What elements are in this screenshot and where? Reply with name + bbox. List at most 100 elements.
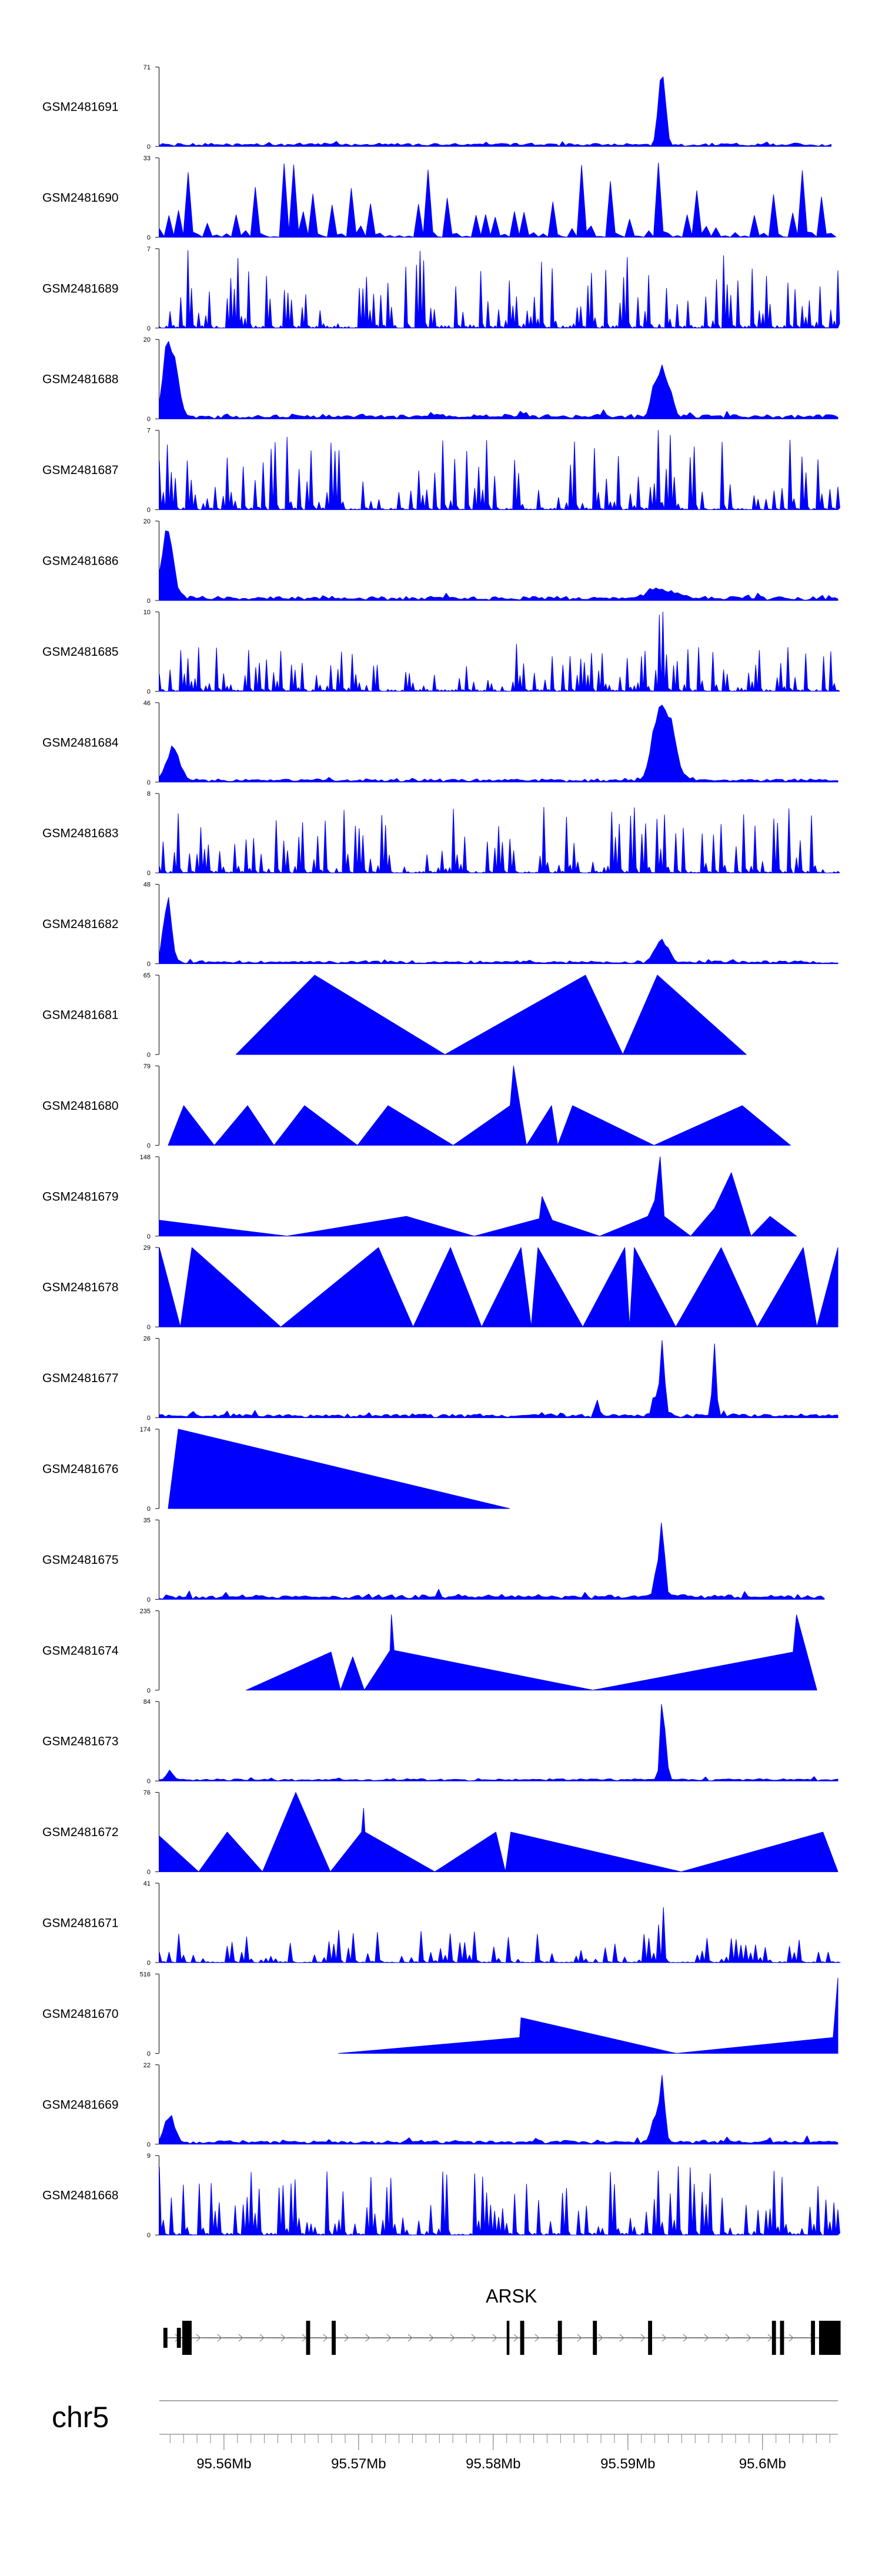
signal-area (159, 1792, 838, 1873)
exon (163, 2328, 168, 2348)
exon (176, 2328, 181, 2348)
strand-arrow (534, 2334, 540, 2342)
track-GSM2481686: GSM2481686 20 0 (42, 518, 838, 605)
strand-arrow (577, 2334, 582, 2342)
y-min-label: 0 (147, 1596, 151, 1603)
track-label: GSM2481680 (42, 1099, 119, 1113)
track-GSM2481670: GSM2481670 516 0 (42, 1971, 838, 2057)
y-min-label: 0 (147, 1142, 151, 1149)
track-label: GSM2481670 (42, 2007, 119, 2021)
y-max-label: 8 (147, 790, 151, 798)
track-GSM2481681: GSM2481681 65 0 (42, 972, 747, 1059)
strand-arrow (746, 2334, 751, 2342)
signal-area (159, 705, 838, 783)
strand-arrow (492, 2334, 497, 2342)
y-max-label: 65 (143, 972, 151, 979)
y-max-label: 79 (143, 1063, 151, 1070)
track-GSM2481690: GSM2481690 33 0 (42, 155, 837, 241)
axis-tick-label: 95.56Mb (196, 2456, 251, 2472)
y-min-label: 0 (147, 1052, 151, 1059)
signal-area (159, 76, 831, 147)
track-GSM2481669: GSM2481669 22 0 (42, 2062, 838, 2148)
signal-area (159, 1907, 841, 1963)
track-label: GSM2481685 (42, 645, 119, 659)
axis-tick-label: 95.6Mb (739, 2456, 786, 2472)
y-max-label: 29 (143, 1244, 151, 1252)
track-GSM2481689: GSM2481689 7 0 (42, 246, 840, 332)
signal-area (159, 2166, 840, 2235)
strand-arrow (259, 2334, 265, 2342)
y-min-label: 0 (147, 688, 151, 695)
signal-area (159, 341, 838, 419)
y-min-label: 0 (147, 1869, 151, 1876)
strand-arrow (598, 2334, 603, 2342)
signal-area (159, 611, 840, 692)
y-max-label: 76 (143, 1790, 151, 1797)
exon (332, 2321, 336, 2355)
track-label: GSM2481690 (42, 191, 119, 205)
track-GSM2481674: GSM2481674 235 0 (42, 1608, 817, 1694)
strand-arrow (323, 2334, 328, 2342)
track-GSM2481668: GSM2481668 9 0 (42, 2153, 840, 2239)
track-label: GSM2481682 (42, 917, 119, 931)
exon (506, 2321, 510, 2355)
strand-arrow (640, 2334, 646, 2342)
y-max-label: 48 (143, 882, 151, 889)
track-label: GSM2481674 (42, 1644, 119, 1657)
y-max-label: 174 (140, 1426, 151, 1433)
signal-area (159, 1340, 838, 1419)
y-min-label: 0 (147, 325, 151, 332)
track-GSM2481688: GSM2481688 20 0 (42, 336, 838, 423)
y-min-label: 0 (147, 779, 151, 786)
y-min-label: 0 (147, 1778, 151, 1785)
y-min-label: 0 (147, 2141, 151, 2148)
signal-area (159, 897, 838, 965)
gene-track: ARSK (163, 2285, 841, 2355)
signal-area (159, 250, 840, 329)
y-min-label: 0 (147, 2050, 151, 2057)
signal-area (338, 1977, 838, 2054)
y-max-label: 35 (143, 1517, 151, 1524)
y-min-label: 0 (147, 1960, 151, 1967)
strand-arrow (238, 2334, 243, 2342)
track-label: GSM2481681 (42, 1009, 119, 1022)
gene-model-ARSK (163, 2321, 841, 2355)
signal-tracks: GSM2481691710GSM2481690330GSM248168970GS… (42, 64, 841, 2239)
y-max-label: 71 (143, 64, 151, 71)
signal-area (235, 975, 747, 1055)
signal-area (159, 807, 840, 873)
strand-arrow (386, 2334, 392, 2342)
y-max-label: 33 (143, 155, 151, 162)
y-max-label: 148 (140, 1154, 151, 1161)
strand-arrow (344, 2334, 349, 2342)
y-max-label: 22 (143, 2062, 151, 2069)
strand-arrow (513, 2334, 519, 2342)
track-GSM2481675: GSM2481675 35 0 (42, 1517, 825, 1603)
axis-tick-label: 95.57Mb (331, 2456, 386, 2472)
y-max-label: 10 (143, 609, 151, 616)
signal-area (159, 1247, 838, 1327)
axis-tick-label: 95.59Mb (600, 2456, 655, 2472)
exon (593, 2321, 597, 2355)
y-max-label: 84 (143, 1699, 151, 1706)
y-min-label: 0 (147, 1415, 151, 1422)
track-GSM2481672: GSM2481672 76 0 (42, 1790, 838, 1876)
track-label: GSM2481676 (42, 1463, 119, 1476)
y-min-label: 0 (147, 1233, 151, 1240)
track-label: GSM2481684 (42, 736, 119, 749)
y-min-label: 0 (147, 1687, 151, 1694)
y-max-label: 41 (143, 1880, 151, 1887)
y-min-label: 0 (147, 1324, 151, 1331)
track-label: GSM2481675 (42, 1553, 119, 1567)
signal-area (168, 1065, 791, 1146)
signal-area (159, 162, 837, 238)
y-max-label: 20 (143, 336, 151, 343)
y-max-label: 516 (140, 1971, 151, 1978)
strand-arrow (619, 2334, 624, 2342)
track-GSM2481685: GSM2481685 10 0 (42, 609, 840, 695)
track-GSM2481687: GSM2481687 7 0 (42, 428, 840, 514)
exon (780, 2321, 784, 2355)
exon (557, 2321, 562, 2355)
signal-area (159, 1704, 838, 1781)
